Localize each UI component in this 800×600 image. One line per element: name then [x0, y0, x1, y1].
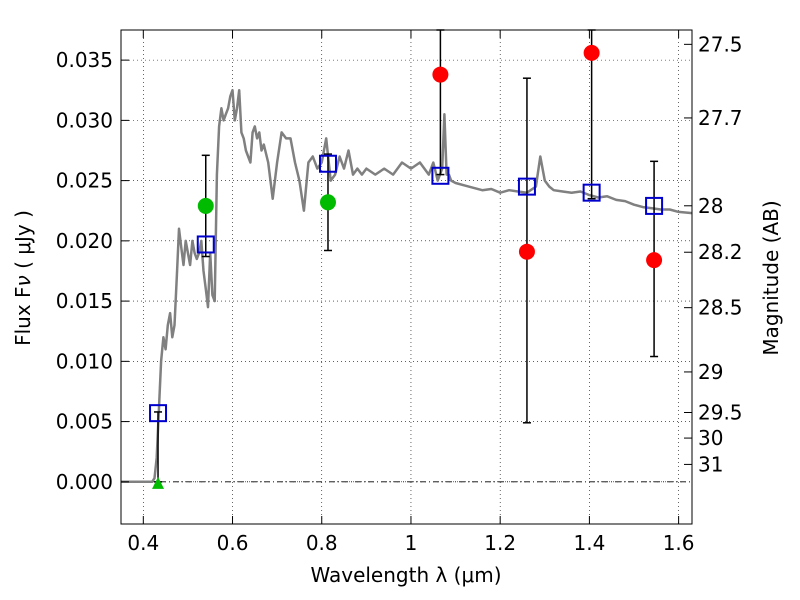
x-axis-ticks: 0.4 0.6 0.8 1 1.2 1.4 1.6: [127, 30, 695, 555]
magnitude-tick-label: 28.2: [698, 240, 743, 264]
grid: [121, 30, 692, 524]
x-tick-label: 1.4: [573, 531, 605, 555]
magnitude-tick-label: 28: [698, 194, 723, 218]
x-axis-title: Wavelength λ (μm): [310, 563, 501, 587]
x-tick-label: 1: [405, 531, 418, 555]
magnitude-tick-label: 29: [698, 360, 723, 384]
y-tick-label: 0.030: [56, 108, 113, 132]
magnitude-tick-label: 28.5: [698, 296, 743, 320]
magnitude-tick-label: 27.7: [698, 106, 743, 130]
y-tick-label: 0.020: [56, 229, 113, 253]
y-tick-label: 0.005: [56, 410, 113, 434]
magnitude-tick-label: 29.5: [698, 400, 743, 424]
magnitude-tick-label: 30: [698, 426, 723, 450]
model-photometry-square: [582, 183, 601, 202]
plot-frame: [120, 29, 693, 525]
observed-photometry-point: [432, 66, 449, 83]
observed-upper-limit-marker: [152, 476, 165, 489]
model-photometry-square: [196, 235, 215, 254]
model-photometry-square: [318, 154, 337, 173]
y-tick-label: 0.015: [56, 289, 113, 313]
x-tick-label: 1.6: [663, 531, 695, 555]
y-tick-label: 0.010: [56, 349, 113, 373]
model-photometry-square: [149, 404, 168, 423]
y-axis-ticks: 0.000 0.005 0.010 0.015 0.020 0.025 0.030 0.035: [56, 48, 129, 494]
y-axis-title-nu: ν: [11, 275, 35, 286]
x-tick-label: 1.2: [484, 531, 516, 555]
observed-photometry-point: [197, 197, 214, 214]
model-photometry-square: [645, 196, 664, 215]
y-tick-label: 0.025: [56, 169, 113, 193]
x-tick-label: 0.6: [217, 531, 249, 555]
x-tick-label: 0.8: [306, 531, 338, 555]
y-tick-label: 0.000: [56, 470, 113, 494]
observed-photometry-point: [646, 252, 663, 269]
y-axis-title-unit: ( μJy ): [11, 210, 35, 275]
y-axis-title: Flux Fν ( μJy ): [11, 210, 35, 346]
sed-model-series: [121, 88, 693, 484]
y-axis-title-main: Flux F: [11, 286, 35, 345]
model-photometry-square: [517, 177, 536, 196]
magnitude-axis-title: Magnitude (AB): [759, 200, 783, 355]
observed-photometry-point: [518, 243, 535, 260]
sed-model-line: [121, 88, 693, 484]
observed-photometry-series: [152, 44, 663, 489]
model-photometry-series: [149, 154, 664, 423]
magnitude-tick-label: 27.5: [698, 32, 743, 56]
x-tick-label: 0.4: [127, 531, 159, 555]
observed-photometry-point: [583, 44, 600, 61]
observed-photometry-point: [319, 194, 336, 211]
y-tick-label: 0.035: [56, 48, 113, 72]
magnitude-tick-label: 31: [698, 452, 723, 476]
model-photometry-square: [431, 166, 450, 185]
